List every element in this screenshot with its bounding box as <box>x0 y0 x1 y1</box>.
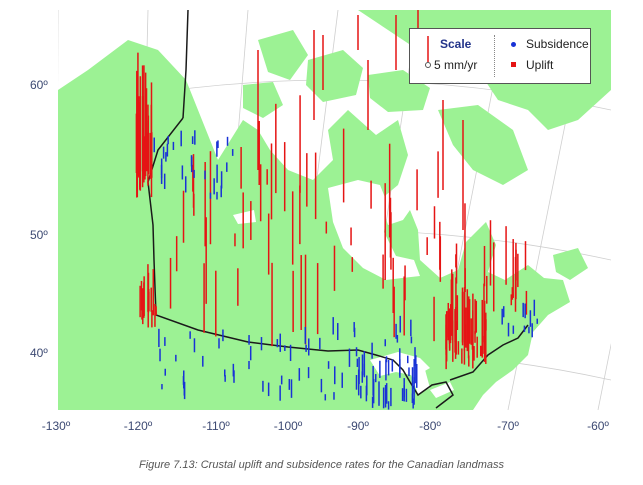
rate-bars <box>135 10 538 410</box>
figure-caption: Figure 7.13: Crustal uplift and subsiden… <box>138 459 505 471</box>
legend-scale-value: 5 mm/yr <box>434 58 478 72</box>
east-border <box>449 324 529 381</box>
newfoundland <box>553 248 588 280</box>
alaska-border <box>182 10 189 119</box>
legend-scale-title: Scale <box>440 37 472 51</box>
map-legend: Scale 5 mm/yr Subsidence Uplift <box>409 28 591 84</box>
lake-huron <box>410 366 430 394</box>
arctic-island-1 <box>258 30 308 80</box>
lat-label-40: 40º <box>30 346 48 360</box>
arctic-island-4 <box>243 82 283 118</box>
subsidence-dot-icon <box>511 42 516 47</box>
arctic-island-2 <box>306 50 363 102</box>
lon-label-130: -130º <box>41 419 71 433</box>
lat-label-60: 60º <box>30 78 48 92</box>
hudson-bay <box>328 180 420 280</box>
lon-label-120: -120º <box>123 419 153 433</box>
legend-uplift-label: Uplift <box>526 58 554 72</box>
legend-subsidence-label: Subsidence <box>526 37 589 51</box>
lat-label-50: 50º <box>30 228 48 242</box>
legend-divider <box>494 35 495 77</box>
baffin-island <box>438 105 528 185</box>
national-border <box>147 117 454 409</box>
lon-label-60: -60º <box>587 419 609 433</box>
mainland <box>58 40 570 410</box>
great-bear-lake <box>208 114 234 134</box>
lon-label-70: -70º <box>497 419 519 433</box>
lon-label-80: -80º <box>419 419 441 433</box>
map-svg <box>58 10 611 410</box>
scale-bar-icon <box>425 36 431 68</box>
uplift-square-icon <box>511 62 516 67</box>
lon-label-90: -90º <box>347 419 369 433</box>
lon-label-110: -110º <box>202 419 230 433</box>
lon-label-100: -100º <box>273 419 303 433</box>
